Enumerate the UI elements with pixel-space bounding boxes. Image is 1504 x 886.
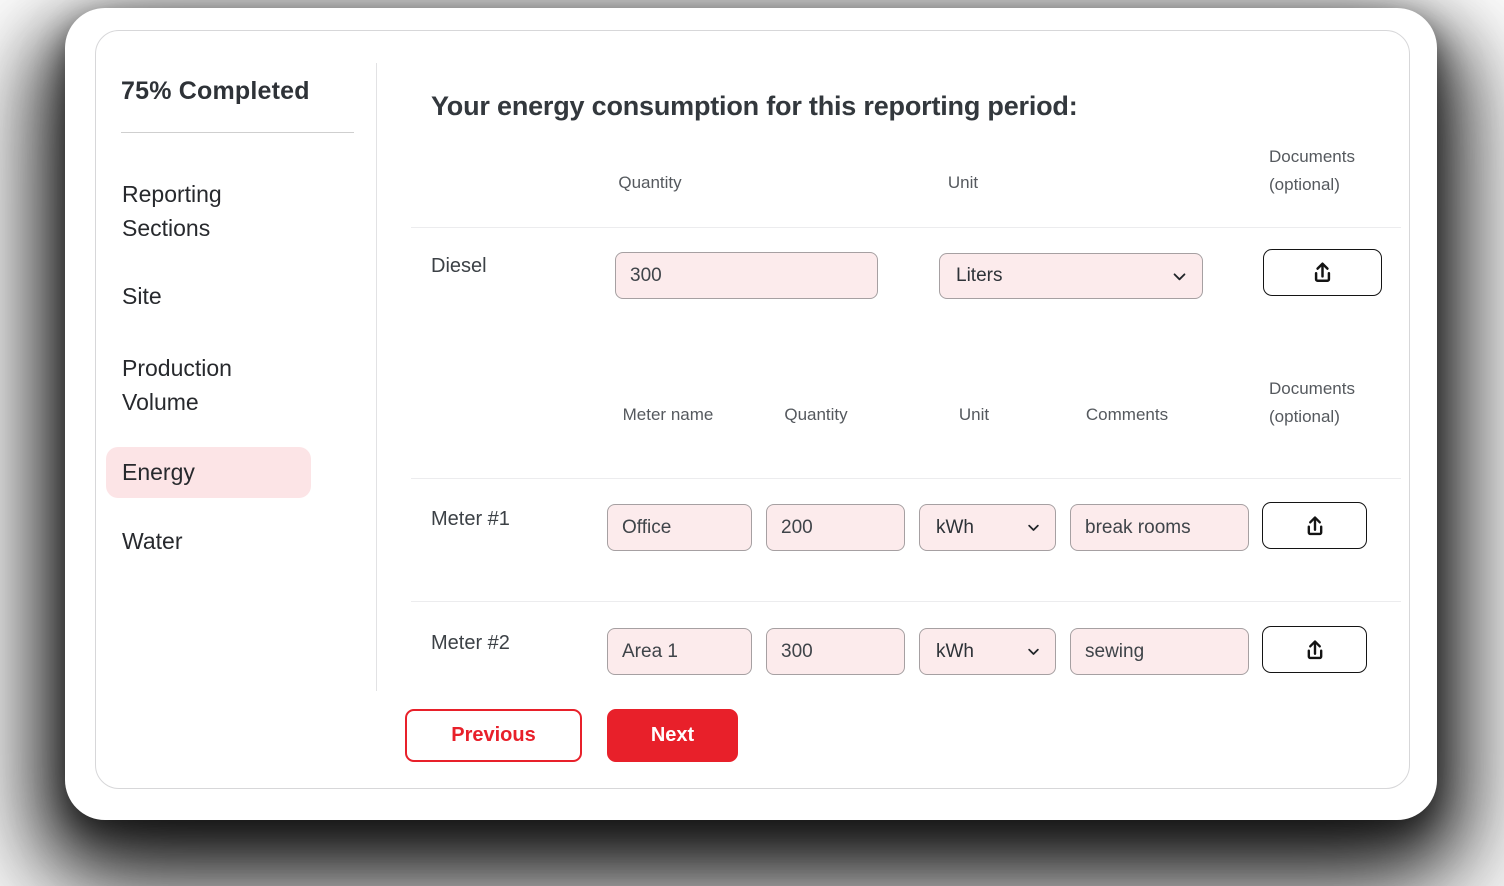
- meter2-unit-select[interactable]: kWh: [919, 628, 1056, 675]
- chevron-down-icon: [1026, 520, 1041, 535]
- sidebar-item-reporting-sections[interactable]: Reporting Sections: [122, 181, 222, 241]
- table-divider: [411, 601, 1401, 602]
- progress-label: 75% Completed: [121, 77, 310, 105]
- chevron-down-icon: [1171, 268, 1188, 285]
- meter1-comments-input[interactable]: [1070, 504, 1249, 551]
- meter-header-documents: Documents (optional): [1269, 375, 1399, 431]
- meter1-name-input[interactable]: [607, 504, 752, 551]
- meter1-row-label: Meter #1: [431, 508, 510, 530]
- meter2-comments-input[interactable]: [1070, 628, 1249, 675]
- meter-header-unit: Unit: [958, 405, 990, 424]
- fuel-header-unit: Unit: [947, 173, 979, 192]
- sidebar-item-energy[interactable]: Energy: [106, 447, 311, 498]
- sidebar-item-water[interactable]: Water: [122, 528, 183, 554]
- meter-header-documents-line2: (optional): [1269, 407, 1340, 426]
- sidebar-divider: [376, 63, 377, 691]
- meter2-upload-button[interactable]: [1262, 626, 1367, 673]
- page-title: Your energy consumption for this reporti…: [431, 91, 1078, 121]
- meter1-quantity-input[interactable]: [766, 504, 905, 551]
- form-panel: 75% Completed Reporting Sections Site Pr…: [95, 30, 1410, 789]
- upload-icon: [1302, 513, 1328, 539]
- meter-header-name: Meter name: [622, 405, 714, 424]
- meter1-upload-button[interactable]: [1262, 502, 1367, 549]
- fuel-header-quantity: Quantity: [618, 173, 682, 192]
- meter1-unit-select[interactable]: kWh: [919, 504, 1056, 551]
- meter2-row-label: Meter #2: [431, 632, 510, 654]
- meter1-unit-value: kWh: [936, 516, 974, 538]
- meter-header-comments: Comments: [1085, 405, 1169, 424]
- progress-divider: [121, 132, 354, 133]
- table-divider: [411, 227, 1401, 228]
- meter-header-documents-line1: Documents: [1269, 379, 1355, 398]
- diesel-unit-value: Liters: [956, 265, 1003, 286]
- meter2-unit-value: kWh: [936, 640, 974, 662]
- next-button[interactable]: Next: [607, 709, 738, 762]
- fuel-header-documents-line2: (optional): [1269, 175, 1340, 194]
- diesel-unit-select[interactable]: Liters: [939, 253, 1203, 299]
- sidebar-item-site[interactable]: Site: [122, 283, 162, 309]
- app-window: 75% Completed Reporting Sections Site Pr…: [65, 8, 1437, 820]
- diesel-upload-button[interactable]: [1263, 249, 1382, 296]
- upload-icon: [1309, 259, 1336, 286]
- table-divider: [411, 478, 1401, 479]
- sidebar-item-production-volume[interactable]: Production Volume: [122, 355, 232, 415]
- chevron-down-icon: [1026, 644, 1041, 659]
- diesel-quantity-input[interactable]: [615, 252, 878, 299]
- upload-icon: [1302, 637, 1328, 663]
- fuel-header-documents: Documents (optional): [1269, 143, 1399, 199]
- meter2-quantity-input[interactable]: [766, 628, 905, 675]
- previous-button[interactable]: Previous: [405, 709, 582, 762]
- fuel-row-label: Diesel: [431, 255, 487, 277]
- meter2-name-input[interactable]: [607, 628, 752, 675]
- meter-header-quantity: Quantity: [784, 405, 848, 424]
- fuel-header-documents-line1: Documents: [1269, 147, 1355, 166]
